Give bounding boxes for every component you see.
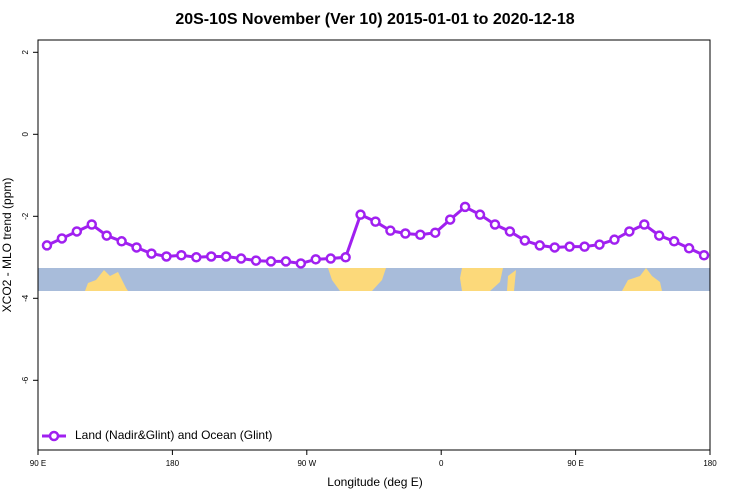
data-point <box>41 240 53 251</box>
x-tick-label: 90 E <box>567 459 583 468</box>
data-point <box>415 229 426 240</box>
data-point <box>668 236 680 247</box>
x-tick-label: 90 E <box>30 459 46 468</box>
data-point <box>176 250 187 261</box>
data-point <box>205 251 217 262</box>
data-point <box>340 252 351 263</box>
chart-title: 20S-10S November (Ver 10) 2015-01-01 to … <box>175 11 574 28</box>
data-point <box>325 253 336 264</box>
land <box>328 268 386 291</box>
y-tick-label: -4 <box>21 294 30 302</box>
data-point <box>429 227 441 238</box>
data-point <box>191 252 202 263</box>
data-point <box>534 240 546 251</box>
data-point <box>310 254 322 265</box>
land <box>460 268 503 291</box>
data-point <box>250 255 262 266</box>
plot-frame <box>37 39 711 451</box>
data-point <box>280 256 292 267</box>
legend-marker <box>48 430 60 442</box>
data-point <box>474 209 486 220</box>
data-point <box>459 201 471 213</box>
x-tick-label: 180 <box>703 459 717 468</box>
data-point <box>220 251 232 262</box>
data-point <box>131 242 142 253</box>
data-point <box>624 226 635 237</box>
data-point <box>653 230 665 241</box>
data-point <box>564 241 575 252</box>
y-axis-label: XCO2 - MLO trend (ppm) <box>0 178 14 313</box>
data-point <box>370 216 381 227</box>
data-point <box>265 256 277 267</box>
data-point <box>504 226 516 237</box>
data-point <box>295 258 307 269</box>
data-point <box>235 253 247 264</box>
x-tick-label: 0 <box>439 459 444 468</box>
data-point <box>489 219 501 230</box>
data-point <box>698 250 710 261</box>
data-point <box>56 233 68 244</box>
data-point <box>385 225 396 236</box>
data-point <box>609 234 620 245</box>
data-point <box>519 235 531 246</box>
series-line <box>46 205 705 265</box>
data-point <box>86 219 98 230</box>
y-tick-label: 0 <box>21 132 30 137</box>
data-point <box>101 230 112 241</box>
y-tick-label: -6 <box>21 376 30 384</box>
land <box>507 270 516 291</box>
x-tick-label: 90 W <box>297 459 316 468</box>
data-point <box>161 251 172 262</box>
data-point <box>683 243 695 254</box>
data-point <box>116 236 127 247</box>
data-point <box>355 209 366 220</box>
legend-label: Land (Nadir&Glint) and Ocean (Glint) <box>75 428 272 442</box>
land <box>85 270 128 291</box>
y-tick-label: 2 <box>21 50 30 55</box>
y-tick-label: -2 <box>21 212 30 220</box>
data-point <box>594 239 605 250</box>
data-point <box>400 228 411 239</box>
data-point <box>444 214 456 225</box>
land <box>622 268 662 291</box>
data-point <box>146 248 157 259</box>
data-point <box>71 226 83 237</box>
x-axis-label: Longitude (deg E) <box>327 475 422 489</box>
x-tick-label: 180 <box>166 459 180 468</box>
data-point <box>579 241 590 252</box>
data-point <box>549 242 560 253</box>
map-strip <box>38 268 710 291</box>
data-point <box>639 219 650 230</box>
